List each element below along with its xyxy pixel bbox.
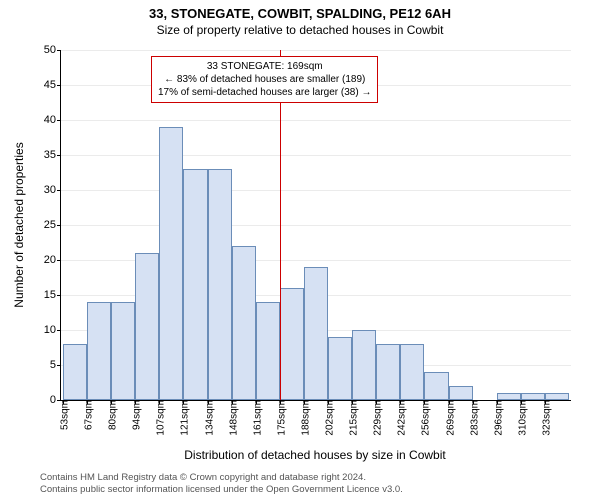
footer-line1: Contains HM Land Registry data © Crown c…	[40, 472, 403, 484]
ytick-mark	[57, 155, 61, 156]
xtick-label: 310sqm	[513, 400, 528, 436]
annotation-line2: ← 83% of detached houses are smaller (18…	[158, 73, 371, 86]
xtick-label: 67sqm	[80, 400, 95, 430]
xtick-label: 269sqm	[441, 400, 456, 436]
x-axis-label: Distribution of detached houses by size …	[60, 448, 570, 462]
histogram-bar	[183, 169, 207, 400]
gridline	[61, 190, 571, 191]
xtick-label: 134sqm	[200, 400, 215, 436]
xtick-label: 148sqm	[224, 400, 239, 436]
xtick-label: 296sqm	[489, 400, 504, 436]
histogram-bar	[449, 386, 473, 400]
gridline	[61, 225, 571, 226]
xtick-label: 175sqm	[272, 400, 287, 436]
ytick-mark	[57, 85, 61, 86]
xtick-label: 215sqm	[345, 400, 360, 436]
histogram-bar	[376, 344, 400, 400]
ytick-label: 25	[31, 219, 56, 231]
annotation-line3: 17% of semi-detached houses are larger (…	[158, 86, 371, 99]
xtick-label: 242sqm	[393, 400, 408, 436]
histogram-bar	[545, 393, 569, 400]
histogram-bar	[63, 344, 87, 400]
annotation-line1: 33 STONEGATE: 169sqm	[158, 60, 371, 73]
ytick-label: 50	[31, 44, 56, 56]
gridline	[61, 120, 571, 121]
annotation-box: 33 STONEGATE: 169sqm ← 83% of detached h…	[151, 56, 378, 103]
xtick-label: 107sqm	[152, 400, 167, 436]
plot-area: 0510152025303540455053sqm67sqm80sqm94sqm…	[60, 50, 571, 401]
histogram-bar	[352, 330, 376, 400]
xtick-label: 53sqm	[56, 400, 71, 430]
histogram-bar	[400, 344, 424, 400]
gridline	[61, 50, 571, 51]
histogram-bar	[424, 372, 448, 400]
ytick-label: 15	[31, 289, 56, 301]
histogram-bar	[304, 267, 328, 400]
ytick-mark	[57, 190, 61, 191]
xtick-label: 202sqm	[321, 400, 336, 436]
xtick-label: 283sqm	[465, 400, 480, 436]
histogram-bar	[256, 302, 280, 400]
histogram-bar	[497, 393, 521, 400]
gridline	[61, 155, 571, 156]
xtick-label: 161sqm	[248, 400, 263, 436]
footer-line2: Contains public sector information licen…	[40, 484, 403, 496]
histogram-bar	[111, 302, 135, 400]
chart-title-address: 33, STONEGATE, COWBIT, SPALDING, PE12 6A…	[0, 0, 600, 21]
xtick-label: 121sqm	[176, 400, 191, 436]
ytick-label: 0	[31, 394, 56, 406]
ytick-mark	[57, 295, 61, 296]
histogram-bar	[159, 127, 183, 400]
ytick-label: 35	[31, 149, 56, 161]
histogram-bar	[135, 253, 159, 400]
histogram-bar	[328, 337, 352, 400]
histogram-bar	[208, 169, 232, 400]
footer-attribution: Contains HM Land Registry data © Crown c…	[40, 472, 403, 496]
ytick-label: 5	[31, 359, 56, 371]
y-axis-label: Number of detached properties	[12, 50, 26, 400]
histogram-bar	[87, 302, 111, 400]
xtick-label: 80sqm	[104, 400, 119, 430]
xtick-label: 188sqm	[296, 400, 311, 436]
ytick-label: 30	[31, 184, 56, 196]
xtick-label: 94sqm	[128, 400, 143, 430]
xtick-label: 229sqm	[369, 400, 384, 436]
ytick-label: 45	[31, 79, 56, 91]
ytick-label: 10	[31, 324, 56, 336]
ytick-mark	[57, 260, 61, 261]
ytick-mark	[57, 365, 61, 366]
histogram-bar	[280, 288, 304, 400]
ytick-mark	[57, 120, 61, 121]
chart-subtitle: Size of property relative to detached ho…	[0, 21, 600, 37]
xtick-label: 323sqm	[537, 400, 552, 436]
histogram-bar	[521, 393, 545, 400]
ytick-mark	[57, 225, 61, 226]
chart-container: 33, STONEGATE, COWBIT, SPALDING, PE12 6A…	[0, 0, 600, 500]
xtick-label: 256sqm	[417, 400, 432, 436]
ytick-label: 20	[31, 254, 56, 266]
ytick-label: 40	[31, 114, 56, 126]
histogram-bar	[232, 246, 256, 400]
ytick-mark	[57, 330, 61, 331]
ytick-mark	[57, 50, 61, 51]
